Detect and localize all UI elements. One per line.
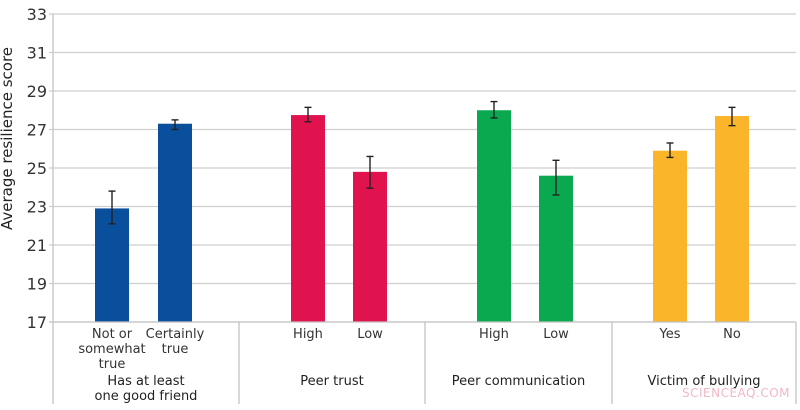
y-tick-label: 31 bbox=[27, 44, 47, 63]
x-category-label: true bbox=[162, 342, 189, 357]
y-axis-label: Average resilience score bbox=[0, 46, 16, 230]
watermark: SCIENCEAQ.COM bbox=[682, 386, 790, 400]
x-group-label: one good friend bbox=[95, 389, 198, 404]
x-category-label: Low bbox=[543, 327, 569, 342]
x-category-label: No bbox=[723, 327, 741, 342]
x-group-label: Has at least bbox=[107, 374, 184, 389]
x-category-label: High bbox=[479, 327, 509, 342]
bar bbox=[715, 116, 749, 323]
x-category-label: true bbox=[99, 357, 126, 372]
x-category-label: Low bbox=[357, 327, 383, 342]
x-category-label: somewhat bbox=[78, 342, 145, 357]
bar bbox=[291, 115, 325, 322]
x-category-label: Not or bbox=[92, 327, 133, 342]
x-category-label: High bbox=[293, 327, 323, 342]
bar bbox=[477, 110, 511, 322]
x-category-label: Yes bbox=[659, 327, 681, 342]
y-tick-label: 25 bbox=[27, 159, 47, 178]
bar bbox=[539, 175, 573, 322]
x-group-label: Victim of bullying bbox=[647, 374, 760, 389]
y-tick-label: 27 bbox=[27, 121, 47, 140]
bar bbox=[653, 150, 687, 322]
bar bbox=[158, 123, 192, 322]
bar bbox=[353, 171, 387, 322]
x-group-label: Peer trust bbox=[300, 374, 363, 389]
y-tick-label: 19 bbox=[27, 275, 47, 294]
x-group-label: Peer communication bbox=[452, 374, 585, 389]
x-category-label: Certainly bbox=[146, 327, 205, 342]
y-tick-label: 29 bbox=[27, 82, 47, 101]
y-tick-label: 23 bbox=[27, 198, 47, 217]
bar bbox=[95, 208, 129, 322]
y-tick-label: 17 bbox=[27, 313, 47, 332]
y-tick-label: 33 bbox=[27, 5, 47, 24]
y-tick-label: 21 bbox=[27, 236, 47, 255]
